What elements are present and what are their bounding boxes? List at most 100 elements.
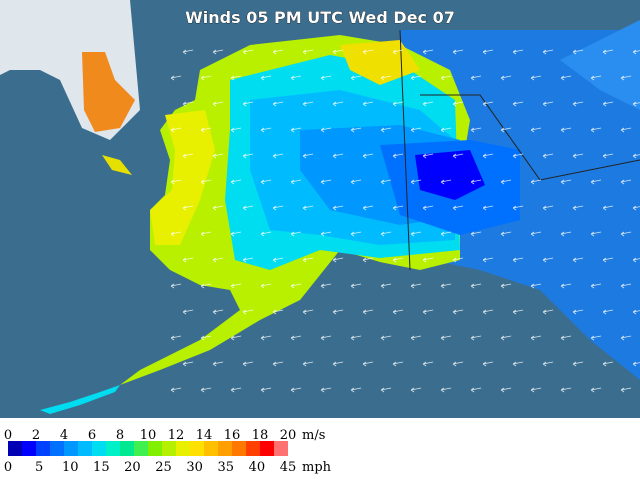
mph-tick-label: 25 [155, 460, 172, 475]
wind-arrow [632, 361, 640, 367]
wind-arrow [272, 153, 284, 159]
wind-arrow [290, 387, 302, 393]
wind-arrow [422, 257, 434, 263]
wind-arrow [350, 335, 362, 341]
wind-arrow [602, 101, 614, 107]
wind-arrow [362, 49, 374, 55]
wind-arrow [530, 231, 542, 237]
wind-arrow [242, 49, 254, 55]
wind-arrow [470, 179, 482, 185]
wind-arrow [512, 257, 524, 263]
wind-arrow [170, 231, 182, 237]
wind-arrow [512, 153, 524, 159]
wind-arrow [422, 205, 434, 211]
wind-arrow [422, 49, 434, 55]
wind-arrow [200, 179, 212, 185]
mph-tick-label: 5 [35, 460, 43, 475]
wind-arrow [230, 75, 242, 81]
ms-tick-label: 14 [196, 428, 213, 443]
legend-swatch [148, 441, 162, 456]
wind-arrow [380, 75, 392, 81]
wind-arrow [422, 101, 434, 107]
wind-arrow [272, 361, 284, 367]
wind-arrow [290, 179, 302, 185]
aleutians [40, 385, 120, 414]
wind-arrow [500, 335, 512, 341]
wind-arrow [170, 283, 182, 289]
legend-swatch [162, 441, 176, 456]
wind-arrow [620, 335, 632, 341]
mph-tick-label: 10 [62, 460, 79, 475]
map-title: Winds 05 PM UTC Wed Dec 07 [185, 8, 455, 27]
wind-arrow [290, 283, 302, 289]
wind-arrow [560, 387, 572, 393]
wind-arrow [392, 257, 404, 263]
wind-arrow [362, 101, 374, 107]
wind-arrow [320, 231, 332, 237]
wind-arrow [512, 49, 524, 55]
wind-arrow [560, 335, 572, 341]
wind-arrow [440, 387, 452, 393]
wind-arrow [470, 283, 482, 289]
mph-tick-label: 20 [124, 460, 141, 475]
wind-arrow [392, 361, 404, 367]
wind-arrow [290, 127, 302, 133]
wind-arrow [620, 387, 632, 393]
wind-arrow [200, 127, 212, 133]
wind-arrow [542, 361, 554, 367]
wind-arrow [332, 153, 344, 159]
legend-swatch [36, 441, 50, 456]
wind-arrow [632, 309, 640, 315]
wind-arrow [170, 75, 182, 81]
wind-arrow [452, 361, 464, 367]
ms-tick-label: 10 [140, 428, 157, 443]
wind-arrow [542, 205, 554, 211]
wind-arrow [242, 153, 254, 159]
wind-arrow [632, 257, 640, 263]
alaska-west [150, 110, 215, 245]
wind-arrow [350, 283, 362, 289]
wind-arrow [620, 231, 632, 237]
wind-arrow [470, 335, 482, 341]
wind-arrow [260, 179, 272, 185]
wind-arrow [602, 309, 614, 315]
wind-arrow [380, 127, 392, 133]
wind-arrow [500, 127, 512, 133]
wind-arrow [212, 49, 224, 55]
wind-arrow [272, 257, 284, 263]
wind-arrow [242, 257, 254, 263]
north-slope [340, 40, 420, 85]
wind-arrow [602, 205, 614, 211]
wind-arrow [470, 387, 482, 393]
wind-arrow [332, 257, 344, 263]
wind-arrow [542, 257, 554, 263]
wind-arrow [302, 361, 314, 367]
mph-tick-label: 30 [186, 460, 203, 475]
wind-arrow [560, 179, 572, 185]
wind-arrow [602, 361, 614, 367]
ms-tick-label: 8 [116, 428, 124, 443]
wind-arrow [242, 101, 254, 107]
wind-arrow [200, 335, 212, 341]
wind-arrow [632, 205, 640, 211]
wind-arrow [500, 387, 512, 393]
wind-arrow [182, 101, 194, 107]
wind-arrow [290, 335, 302, 341]
wind-arrow [560, 75, 572, 81]
legend-swatch [8, 441, 22, 456]
wind-arrow [182, 361, 194, 367]
wind-arrow [452, 309, 464, 315]
wind-arrow [542, 49, 554, 55]
mph-tick-label: 15 [93, 460, 110, 475]
wind-arrow [470, 75, 482, 81]
wind-arrow [620, 127, 632, 133]
wind-arrow [512, 309, 524, 315]
wind-arrow [320, 75, 332, 81]
wind-arrow [572, 205, 584, 211]
ms-tick-label: 2 [32, 428, 40, 443]
wind-arrow [500, 179, 512, 185]
wind-arrow [590, 127, 602, 133]
wind-arrow [230, 283, 242, 289]
wind-arrow [332, 309, 344, 315]
wind-arrow [440, 127, 452, 133]
